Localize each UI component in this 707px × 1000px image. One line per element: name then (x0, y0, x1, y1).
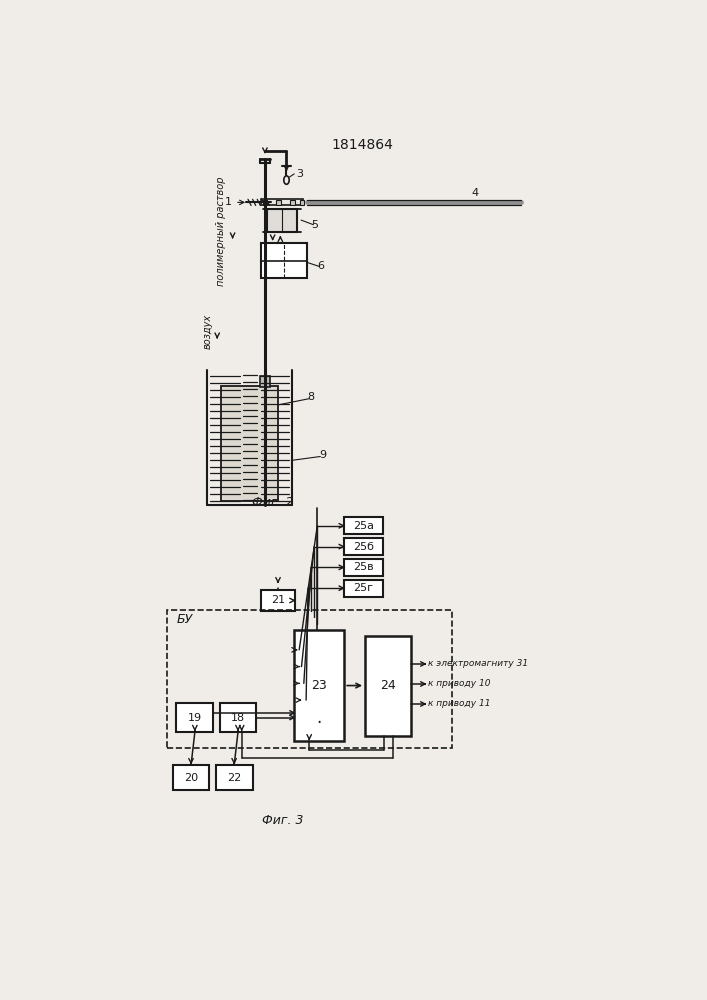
Text: .: . (317, 709, 322, 727)
Text: 25б: 25б (353, 542, 374, 552)
Bar (344, 517, 382, 534)
Bar (291, 200, 295, 205)
Text: 3: 3 (296, 169, 303, 179)
Text: 25а: 25а (353, 521, 374, 531)
Bar (219, 703, 257, 732)
Bar (365, 636, 411, 736)
Text: 18: 18 (231, 713, 245, 723)
Text: воздух: воздух (202, 313, 212, 349)
Text: 22: 22 (227, 773, 241, 783)
Text: полимерный раствор: полимерный раствор (216, 177, 226, 286)
Text: 1814864: 1814864 (332, 138, 394, 152)
Text: 5: 5 (312, 220, 318, 230)
Bar (167, 610, 452, 748)
Bar (259, 376, 270, 387)
Text: к приводу 11: к приводу 11 (428, 699, 491, 708)
Text: 9: 9 (319, 450, 326, 460)
Text: 25г: 25г (354, 583, 373, 593)
Bar (294, 630, 344, 741)
Bar (176, 703, 214, 732)
Text: 24: 24 (380, 679, 396, 692)
Text: 4: 4 (472, 188, 479, 198)
Text: Фиг. 3: Фиг. 3 (262, 814, 303, 827)
Bar (261, 243, 308, 278)
Bar (267, 209, 296, 232)
Text: 20: 20 (184, 773, 198, 783)
Bar (173, 765, 209, 790)
Bar (216, 765, 252, 790)
Text: к приводу 10: к приводу 10 (428, 679, 491, 688)
Text: 8: 8 (308, 392, 315, 402)
Bar (262, 200, 267, 205)
Text: 23: 23 (311, 679, 327, 692)
Bar (344, 559, 382, 576)
Bar (300, 200, 304, 205)
Text: 6: 6 (317, 261, 324, 271)
Bar (276, 200, 281, 205)
Text: Фиг. 2: Фиг. 2 (252, 496, 293, 509)
Bar (261, 590, 295, 611)
Text: 19: 19 (188, 713, 202, 723)
Bar (221, 386, 278, 501)
Bar (261, 199, 303, 205)
Text: БУ: БУ (176, 613, 192, 626)
Bar (344, 538, 382, 555)
Text: 25в: 25в (354, 562, 374, 572)
Text: 1: 1 (226, 197, 232, 207)
Text: 21: 21 (271, 595, 285, 605)
Bar (344, 580, 382, 597)
Text: к электромагниту 31: к электромагниту 31 (428, 659, 528, 668)
